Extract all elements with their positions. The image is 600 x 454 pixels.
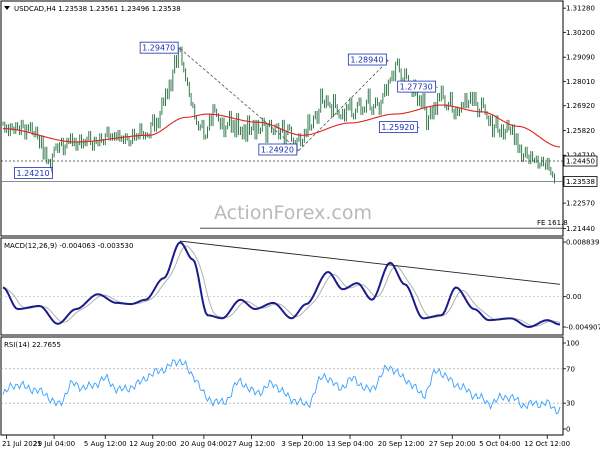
price-axis-label: 1.29090 bbox=[566, 54, 595, 62]
x-axis-label: 21 Jul 2021 bbox=[2, 440, 42, 448]
x-axis-label: 13 Sep 04:00 bbox=[327, 440, 374, 448]
swing-label-leader bbox=[296, 149, 299, 151]
swing-label: 1.29470 bbox=[142, 44, 175, 53]
price-axis-label: 1.25820 bbox=[566, 127, 595, 135]
swing-dashed-line bbox=[298, 60, 389, 151]
x-axis-label: 27 Sep 20:00 bbox=[429, 440, 476, 448]
macd-caption: MACD(12,26,9) -0.004063 -0.003530 bbox=[4, 242, 133, 250]
price-panel-frame bbox=[0, 0, 564, 237]
x-axis-label: 29 Jul 04:00 bbox=[33, 440, 75, 448]
price-box bbox=[563, 176, 598, 187]
rsi-layer: 100 70 30 0 bbox=[1, 340, 579, 434]
rsi-axis-label: 100 bbox=[566, 340, 579, 348]
rsi-caption: RSI(14) 22.7655 bbox=[4, 341, 61, 349]
swing-label: 1.25920 bbox=[381, 123, 414, 132]
macd-panel-frame bbox=[0, 237, 564, 336]
swing-label: 1.27730 bbox=[400, 83, 433, 92]
rsi-axis-label: 70 bbox=[566, 365, 575, 373]
price-axis-label: 1.28010 bbox=[566, 78, 595, 86]
macd-axis-label: 0.00 bbox=[566, 293, 582, 301]
swing-label: 1.24210 bbox=[16, 169, 49, 178]
x-axis-label: 5 Aug 12:00 bbox=[84, 440, 127, 448]
swing-label-leader bbox=[50, 166, 53, 173]
swing-dashed-line bbox=[179, 48, 300, 151]
dropdown-triangle-icon[interactable] bbox=[4, 6, 10, 10]
swing-label: 1.24920 bbox=[261, 146, 294, 155]
price-axis-label: 1.26920 bbox=[566, 102, 595, 110]
x-axis-label: 20 Aug 04:00 bbox=[180, 440, 227, 448]
swing-label: 1.28940 bbox=[350, 56, 383, 65]
price-box-label: 1.24450 bbox=[566, 158, 595, 166]
x-axis-label: 27 Aug 12:00 bbox=[228, 440, 275, 448]
swing-label-leader bbox=[386, 59, 389, 61]
price-axis-label: 1.22570 bbox=[566, 200, 595, 208]
rsi-line bbox=[2, 358, 561, 415]
price-axis-label: 1.30200 bbox=[566, 29, 595, 37]
symbol-caption: USDCAD,H4 1.23538 1.23561 1.23496 1.2353… bbox=[14, 5, 181, 13]
watermark-text: ActionForex.com bbox=[214, 202, 372, 224]
x-axis-label: 12 Oct 12:00 bbox=[524, 440, 570, 448]
rsi-axis-label: 30 bbox=[566, 400, 575, 408]
price-layer: FE 161.8 1.31280 1.30200 1.29090 1.28010 1.26… bbox=[1, 5, 598, 233]
swing-label-leader bbox=[417, 126, 420, 129]
moving-average-line bbox=[2, 104, 561, 148]
macd-axis-label: 0.008839 bbox=[566, 239, 599, 247]
price-axis-label: 1.21440 bbox=[566, 225, 595, 233]
rsi-panel-frame bbox=[0, 336, 564, 436]
macd-layer: 0.008839 0.00 -0.004907 bbox=[1, 239, 600, 332]
price-box bbox=[563, 155, 598, 167]
rsi-axis-label: 0 bbox=[566, 426, 570, 434]
macd-axis-label: -0.004907 bbox=[566, 324, 600, 332]
macd-main-line bbox=[2, 241, 561, 328]
macd-signal-line bbox=[2, 245, 561, 327]
macd-trendline bbox=[180, 240, 561, 285]
x-axis-label: 12 Aug 20:00 bbox=[129, 440, 176, 448]
swing-label-leader bbox=[178, 47, 181, 49]
swing-label-leader bbox=[435, 86, 438, 88]
x-axis-label: 3 Sep 20:00 bbox=[281, 440, 323, 448]
x-axis-label: 5 Oct 04:00 bbox=[479, 440, 520, 448]
x-axis-label: 20 Sep 12:00 bbox=[378, 440, 425, 448]
price-axis-label: 1.31280 bbox=[566, 5, 595, 13]
price-box-label: 1.23538 bbox=[566, 178, 595, 186]
fe-level-label: FE 161.8 bbox=[537, 219, 568, 227]
